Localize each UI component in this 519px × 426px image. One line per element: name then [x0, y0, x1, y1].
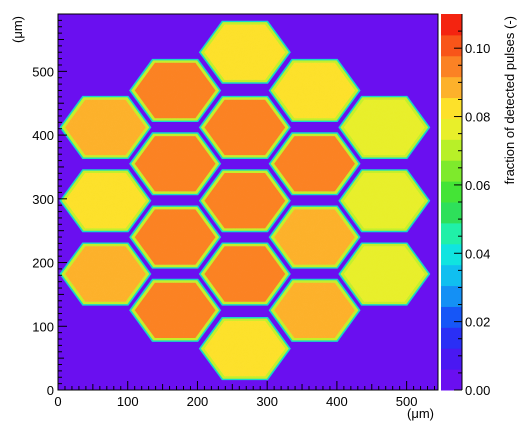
hexagon-pixel: [198, 95, 291, 159]
hexagon-pixel: [338, 95, 431, 159]
colorbar-tick-label: 0.02: [465, 315, 490, 330]
colorbar-segment: [441, 97, 462, 119]
y-tick-label: 500: [32, 64, 54, 79]
x-tick-label: 0: [54, 394, 61, 409]
x-tick-label: 200: [187, 394, 209, 409]
hexagon-fill: [343, 173, 425, 229]
hexagon-pixel: [338, 169, 431, 233]
y-tick-label: 300: [32, 192, 54, 207]
colorbar-segment: [441, 202, 462, 224]
colorbar-segment: [441, 285, 462, 307]
colorbar-tick-label: 0.08: [465, 110, 490, 125]
x-tick-label: 400: [326, 394, 348, 409]
hexagon-pixel: [198, 169, 291, 233]
hexagon-layer: [59, 20, 431, 381]
x-axis-label: (μm): [407, 406, 434, 421]
hexagon-pixel: [268, 278, 361, 342]
x-tick-label: 100: [117, 394, 139, 409]
colorbar-segment: [441, 118, 462, 140]
colorbar-tick-label: 0.10: [465, 41, 490, 56]
hexagon-fill: [274, 136, 355, 192]
hexagon-fill: [204, 173, 286, 229]
hexagon-pixel: [198, 317, 291, 381]
hexagon-fill: [65, 173, 146, 229]
hexagon-fill: [65, 99, 146, 156]
colorbar-segment: [441, 264, 462, 287]
hexagon-pixel: [268, 132, 361, 196]
colorbar-segment: [441, 34, 462, 57]
hexagon-pixel: [59, 242, 152, 306]
hexagon-pixel: [198, 242, 291, 306]
colorbar-segment: [441, 348, 462, 370]
y-tick-label: 100: [32, 319, 54, 334]
hexagon-fill: [204, 320, 286, 377]
hexagon-fill: [204, 99, 286, 156]
colorbar-segment: [441, 160, 462, 182]
colorbar-segment: [441, 14, 462, 36]
colorbar-tick-label: 0.06: [465, 178, 490, 193]
hexagon-fill: [274, 62, 355, 119]
colorbar-segment: [441, 139, 462, 161]
hexagon-pixel: [268, 205, 361, 269]
colorbar-segment: [441, 76, 462, 99]
colorbar-tick-label: 0.04: [465, 246, 490, 261]
colorbar-segment: [441, 243, 462, 266]
hexagon-fill: [134, 282, 216, 338]
colorbar-tick-label: 0.00: [465, 383, 490, 398]
hexagon-pixel: [129, 132, 222, 196]
y-tick-label: 400: [32, 128, 54, 143]
hexagon-pixel: [198, 20, 291, 84]
colorbar-label: fraction of detected pulses (-): [502, 16, 517, 184]
y-tick-label: 0: [47, 383, 54, 398]
hexagon-fill: [204, 24, 286, 80]
hexagon-pixel: [129, 205, 222, 269]
y-tick-label: 200: [32, 256, 54, 271]
plot-frame: [57, 13, 439, 391]
hexagon-fill: [65, 246, 146, 302]
hexagon-fill: [134, 62, 216, 119]
hexagon-pixel: [129, 278, 222, 342]
hexagon-fill: [274, 282, 355, 338]
hexagon-fill: [204, 246, 286, 302]
colorbar-segment: [441, 306, 462, 328]
colorbar: 0.00 0.02 0.04 0.06 0.08 0.10 fraction of dete…: [441, 14, 517, 398]
hexagon-fill: [134, 209, 216, 265]
hexagon-pixel: [338, 242, 431, 306]
hexagon-fill: [343, 246, 425, 302]
hexagon-pixel: [59, 169, 152, 233]
colorbar-segment: [441, 369, 462, 391]
hexagon-fill: [274, 209, 355, 265]
colorbar-segment: [441, 222, 462, 245]
hexagon-pixel: [59, 95, 152, 159]
hexagon-pixel: [268, 58, 361, 122]
colorbar-segment: [441, 327, 462, 349]
y-axis-label: (μm): [10, 16, 25, 43]
hexagon-fill: [134, 136, 216, 192]
colorbar-segment: [441, 55, 462, 78]
x-tick-label: 500: [396, 394, 418, 409]
x-tick-label: 300: [256, 394, 278, 409]
hexagon-fill: [343, 99, 425, 156]
colorbar-segment: [441, 181, 462, 203]
hexagon-pixel: [129, 58, 222, 122]
